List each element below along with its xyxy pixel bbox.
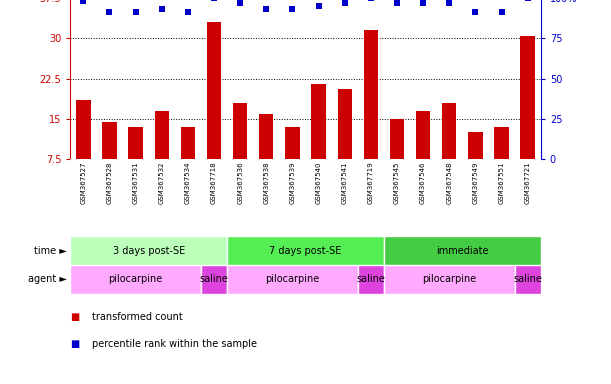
Text: time ►: time ► bbox=[34, 245, 67, 256]
Text: GSM367532: GSM367532 bbox=[159, 162, 165, 204]
Bar bbox=[102, 122, 117, 159]
Bar bbox=[227, 236, 384, 265]
Text: GSM367549: GSM367549 bbox=[472, 162, 478, 204]
Text: pilocarpine: pilocarpine bbox=[422, 274, 477, 285]
Bar bbox=[494, 127, 509, 159]
Bar bbox=[70, 236, 227, 265]
Point bbox=[313, 3, 323, 9]
Text: GSM367551: GSM367551 bbox=[499, 162, 505, 204]
Text: ■: ■ bbox=[70, 339, 79, 349]
Bar bbox=[384, 265, 514, 294]
Text: GSM367528: GSM367528 bbox=[106, 162, 112, 204]
Text: immediate: immediate bbox=[436, 245, 489, 256]
Text: percentile rank within the sample: percentile rank within the sample bbox=[92, 339, 257, 349]
Bar bbox=[285, 127, 299, 159]
Bar bbox=[521, 36, 535, 159]
Bar bbox=[442, 103, 456, 159]
Point bbox=[262, 6, 271, 12]
Text: saline: saline bbox=[356, 274, 386, 285]
Bar bbox=[207, 22, 221, 159]
Text: GSM367545: GSM367545 bbox=[394, 162, 400, 204]
Text: GSM367718: GSM367718 bbox=[211, 162, 217, 204]
Text: GSM367540: GSM367540 bbox=[315, 162, 321, 204]
Text: GSM367538: GSM367538 bbox=[263, 162, 269, 204]
Bar bbox=[514, 265, 541, 294]
Bar bbox=[364, 30, 378, 159]
Text: saline: saline bbox=[513, 274, 542, 285]
Text: GSM367534: GSM367534 bbox=[185, 162, 191, 204]
Text: 3 days post-SE: 3 days post-SE bbox=[112, 245, 185, 256]
Text: GSM367527: GSM367527 bbox=[80, 162, 86, 204]
Text: transformed count: transformed count bbox=[92, 312, 183, 322]
Text: saline: saline bbox=[200, 274, 229, 285]
Point bbox=[392, 0, 402, 7]
Bar bbox=[468, 132, 483, 159]
Bar bbox=[70, 265, 201, 294]
Point bbox=[209, 0, 219, 1]
Bar bbox=[337, 89, 352, 159]
Point bbox=[340, 0, 349, 7]
Point bbox=[131, 8, 141, 15]
Bar bbox=[76, 100, 90, 159]
Bar bbox=[181, 127, 195, 159]
Point bbox=[523, 0, 533, 1]
Point bbox=[497, 8, 507, 15]
Bar bbox=[155, 111, 169, 159]
Bar bbox=[233, 103, 247, 159]
Text: GSM367531: GSM367531 bbox=[133, 162, 139, 204]
Point bbox=[157, 6, 167, 12]
Text: GSM367719: GSM367719 bbox=[368, 162, 374, 204]
Bar bbox=[201, 265, 227, 294]
Text: ■: ■ bbox=[70, 312, 79, 322]
Bar bbox=[384, 236, 541, 265]
Bar bbox=[227, 265, 358, 294]
Bar bbox=[358, 265, 384, 294]
Text: 7 days post-SE: 7 days post-SE bbox=[269, 245, 342, 256]
Point bbox=[183, 8, 193, 15]
Text: GSM367721: GSM367721 bbox=[525, 162, 531, 204]
Text: GSM367536: GSM367536 bbox=[237, 162, 243, 204]
Point bbox=[470, 8, 480, 15]
Point bbox=[78, 0, 88, 4]
Text: pilocarpine: pilocarpine bbox=[109, 274, 163, 285]
Text: pilocarpine: pilocarpine bbox=[265, 274, 320, 285]
Point bbox=[235, 0, 245, 7]
Bar bbox=[259, 114, 274, 159]
Text: GSM367546: GSM367546 bbox=[420, 162, 426, 204]
Point bbox=[419, 0, 428, 7]
Bar bbox=[312, 84, 326, 159]
Point bbox=[366, 0, 376, 1]
Bar bbox=[390, 119, 404, 159]
Text: agent ►: agent ► bbox=[28, 274, 67, 285]
Point bbox=[104, 8, 114, 15]
Text: GSM367539: GSM367539 bbox=[290, 162, 296, 204]
Text: GSM367541: GSM367541 bbox=[342, 162, 348, 204]
Point bbox=[288, 6, 298, 12]
Bar bbox=[128, 127, 143, 159]
Text: GSM367548: GSM367548 bbox=[446, 162, 452, 204]
Bar bbox=[416, 111, 430, 159]
Point bbox=[444, 0, 454, 7]
